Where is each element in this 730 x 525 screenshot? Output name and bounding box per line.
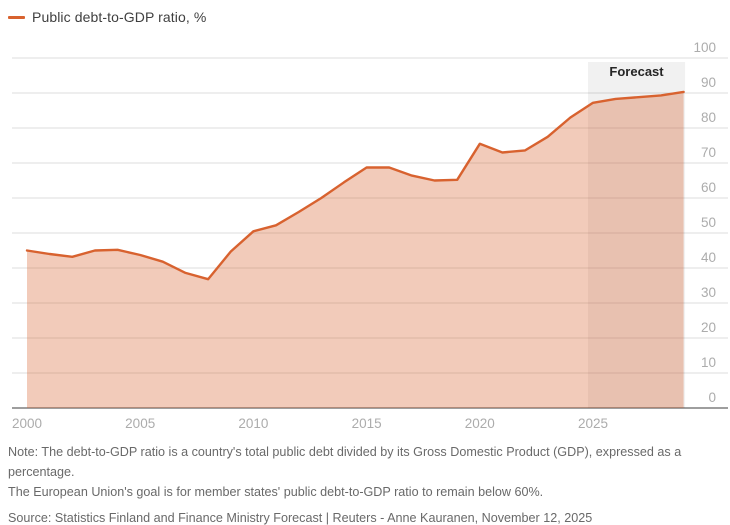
y-tick-label: 0 — [708, 390, 716, 405]
y-tick-label: 70 — [701, 145, 716, 160]
y-tick-label: 90 — [701, 75, 716, 90]
area-fill — [27, 91, 684, 409]
source-text: Source: Statistics Finland and Finance M… — [8, 511, 593, 525]
x-tick-label: 2010 — [238, 416, 268, 431]
y-tick-label: 30 — [701, 285, 716, 300]
forecast-band — [588, 62, 686, 408]
note-text-line2: The European Union's goal is for member … — [8, 485, 544, 499]
note-text-line1: Note: The debt-to-GDP ratio is a country… — [8, 445, 682, 479]
debt-to-gdp-area-chart: 0 10 20 30 40 50 60 70 80 90 100 2000 2005 2010 2015 20… — [12, 40, 728, 431]
legend-label: Public debt-to-GDP ratio, % — [32, 9, 207, 25]
forecast-label: Forecast — [609, 64, 664, 79]
y-tick-label: 50 — [701, 215, 716, 230]
legend-line-swatch-icon — [8, 15, 25, 19]
x-tick-label: 2020 — [465, 416, 495, 431]
y-tick-label: 20 — [701, 320, 716, 335]
legend: Public debt-to-GDP ratio, % — [8, 9, 206, 25]
y-tick-label: 100 — [693, 40, 716, 55]
debt-ratio-line — [25, 90, 685, 281]
y-tick-label: 10 — [701, 355, 716, 370]
x-tick-label: 2025 — [578, 416, 608, 431]
footnotes: Note: The debt-to-GDP ratio is a country… — [8, 442, 724, 525]
y-tick-label: 80 — [701, 110, 716, 125]
x-tick-label: 2005 — [125, 416, 155, 431]
y-tick-label: 60 — [701, 180, 716, 195]
x-tick-label: 2015 — [352, 416, 382, 431]
x-tick-label: 2000 — [12, 416, 42, 431]
y-tick-label: 40 — [701, 250, 716, 265]
